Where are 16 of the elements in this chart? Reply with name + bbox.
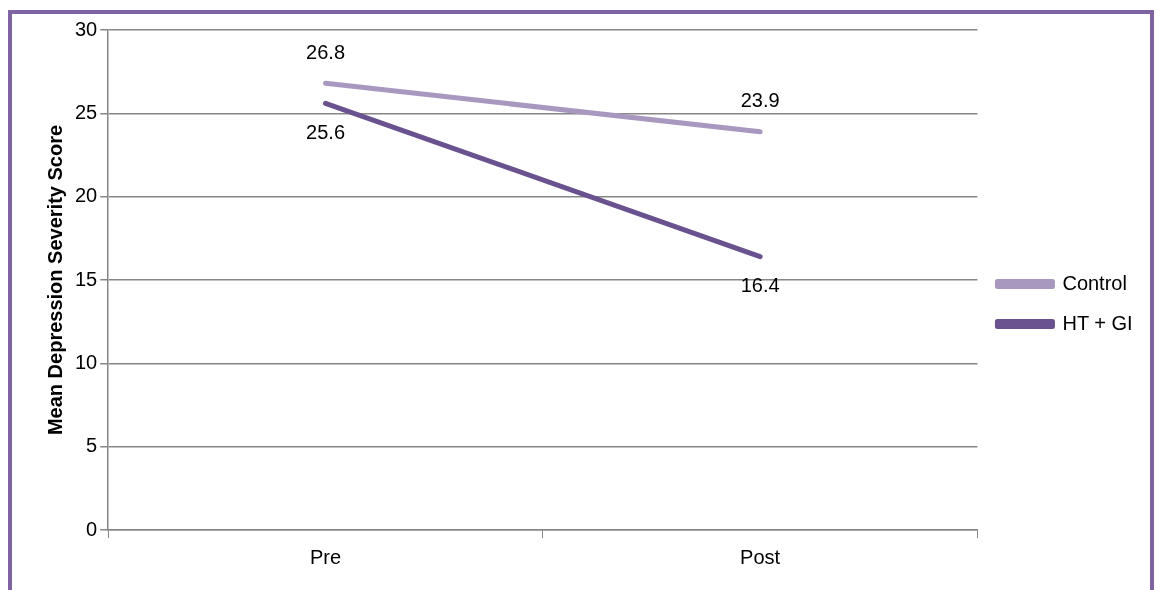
data-label: 23.9 bbox=[740, 89, 780, 112]
y-tick-label: 30 bbox=[75, 17, 98, 40]
data-label: 26.8 bbox=[306, 40, 346, 63]
y-tick-label: 20 bbox=[75, 184, 98, 207]
y-tick-label: 10 bbox=[75, 350, 98, 373]
y-axis-title: Mean Depression Severity Score bbox=[43, 124, 66, 436]
legend-label: HT + GI bbox=[1062, 311, 1133, 334]
y-tick-label: 15 bbox=[75, 267, 98, 290]
x-tick-label: Post bbox=[740, 545, 781, 568]
data-label: 16.4 bbox=[740, 274, 780, 297]
y-tick-label: 5 bbox=[86, 434, 98, 457]
x-tick-label: Pre bbox=[309, 545, 342, 568]
y-tick-label: 0 bbox=[86, 517, 98, 540]
legend-label: Control bbox=[1062, 271, 1127, 294]
data-label: 25.6 bbox=[306, 120, 346, 143]
y-tick-label: 25 bbox=[75, 100, 98, 123]
